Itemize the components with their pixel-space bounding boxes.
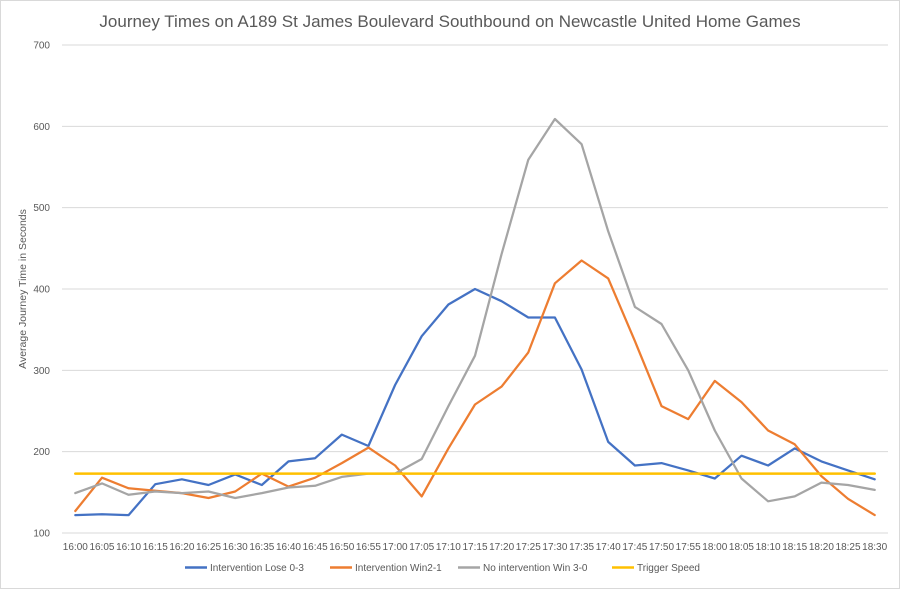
y-tick-label: 300 <box>33 366 50 377</box>
gridlines <box>62 44 888 534</box>
series-line-2 <box>74 259 876 517</box>
y-axis-ticks: 100 200 300 400 500 600 700 <box>33 41 50 540</box>
legend: Intervention Lose 0-3 Intervention Win2-1… <box>185 563 700 574</box>
x-tick-label: 16:50 <box>329 542 354 553</box>
x-tick-label: 16:55 <box>356 542 381 553</box>
x-tick-label: 17:05 <box>409 542 434 553</box>
x-tick-label: 17:35 <box>569 542 594 553</box>
x-tick-label: 17:15 <box>462 542 487 553</box>
x-tick-label: 17:25 <box>516 542 541 553</box>
legend-entry: Intervention Lose 0-3 <box>185 563 304 574</box>
x-tick-label: 17:00 <box>383 542 408 553</box>
x-tick-label: 17:55 <box>676 542 701 553</box>
legend-label: Intervention Win2-1 <box>355 563 442 574</box>
x-tick-label: 16:40 <box>276 542 301 553</box>
series-line-1 <box>74 287 876 517</box>
x-tick-label: 18:10 <box>756 542 781 553</box>
legend-label: Intervention Lose 0-3 <box>210 563 304 574</box>
x-tick-label: 17:20 <box>489 542 514 553</box>
x-tick-label: 18:00 <box>702 542 727 553</box>
chart-title: Journey Times on A189 St James Boulevard… <box>99 12 801 31</box>
x-tick-label: 17:30 <box>542 542 567 553</box>
legend-entry: Trigger Speed <box>612 563 700 574</box>
x-tick-label: 18:30 <box>862 542 887 553</box>
x-tick-label: 16:00 <box>63 542 88 553</box>
x-axis-ticks: 16:00 16:05 16:10 16:15 16:20 16:25 16:30 16:35… <box>63 542 888 553</box>
legend-entry: No intervention Win 3-0 <box>458 563 588 574</box>
x-tick-label: 16:45 <box>303 542 328 553</box>
series-lines <box>74 117 876 517</box>
x-tick-label: 16:20 <box>169 542 194 553</box>
x-tick-label: 18:25 <box>836 542 861 553</box>
legend-label: No intervention Win 3-0 <box>483 563 588 574</box>
y-tick-label: 700 <box>33 41 50 52</box>
x-tick-label: 16:05 <box>89 542 114 553</box>
legend-entry: Intervention Win2-1 <box>330 563 442 574</box>
x-tick-label: 17:50 <box>649 542 674 553</box>
x-tick-label: 16:35 <box>249 542 274 553</box>
y-tick-label: 600 <box>33 122 50 133</box>
x-tick-label: 18:20 <box>809 542 834 553</box>
y-axis-label: Average Journey Time in Seconds <box>17 209 29 369</box>
x-tick-label: 18:05 <box>729 542 754 553</box>
y-tick-label: 400 <box>33 285 50 296</box>
x-tick-label: 16:25 <box>196 542 221 553</box>
y-tick-label: 500 <box>33 203 50 214</box>
legend-label: Trigger Speed <box>637 563 700 574</box>
y-tick-label: 200 <box>33 447 50 458</box>
x-tick-label: 16:10 <box>116 542 141 553</box>
x-tick-label: 17:10 <box>436 542 461 553</box>
x-tick-label: 17:40 <box>596 542 621 553</box>
x-tick-label: 18:15 <box>782 542 807 553</box>
series-line-3 <box>74 117 876 503</box>
y-tick-label: 100 <box>33 529 50 540</box>
x-tick-label: 16:30 <box>223 542 248 553</box>
x-tick-label: 17:45 <box>622 542 647 553</box>
x-tick-label: 16:15 <box>143 542 168 553</box>
